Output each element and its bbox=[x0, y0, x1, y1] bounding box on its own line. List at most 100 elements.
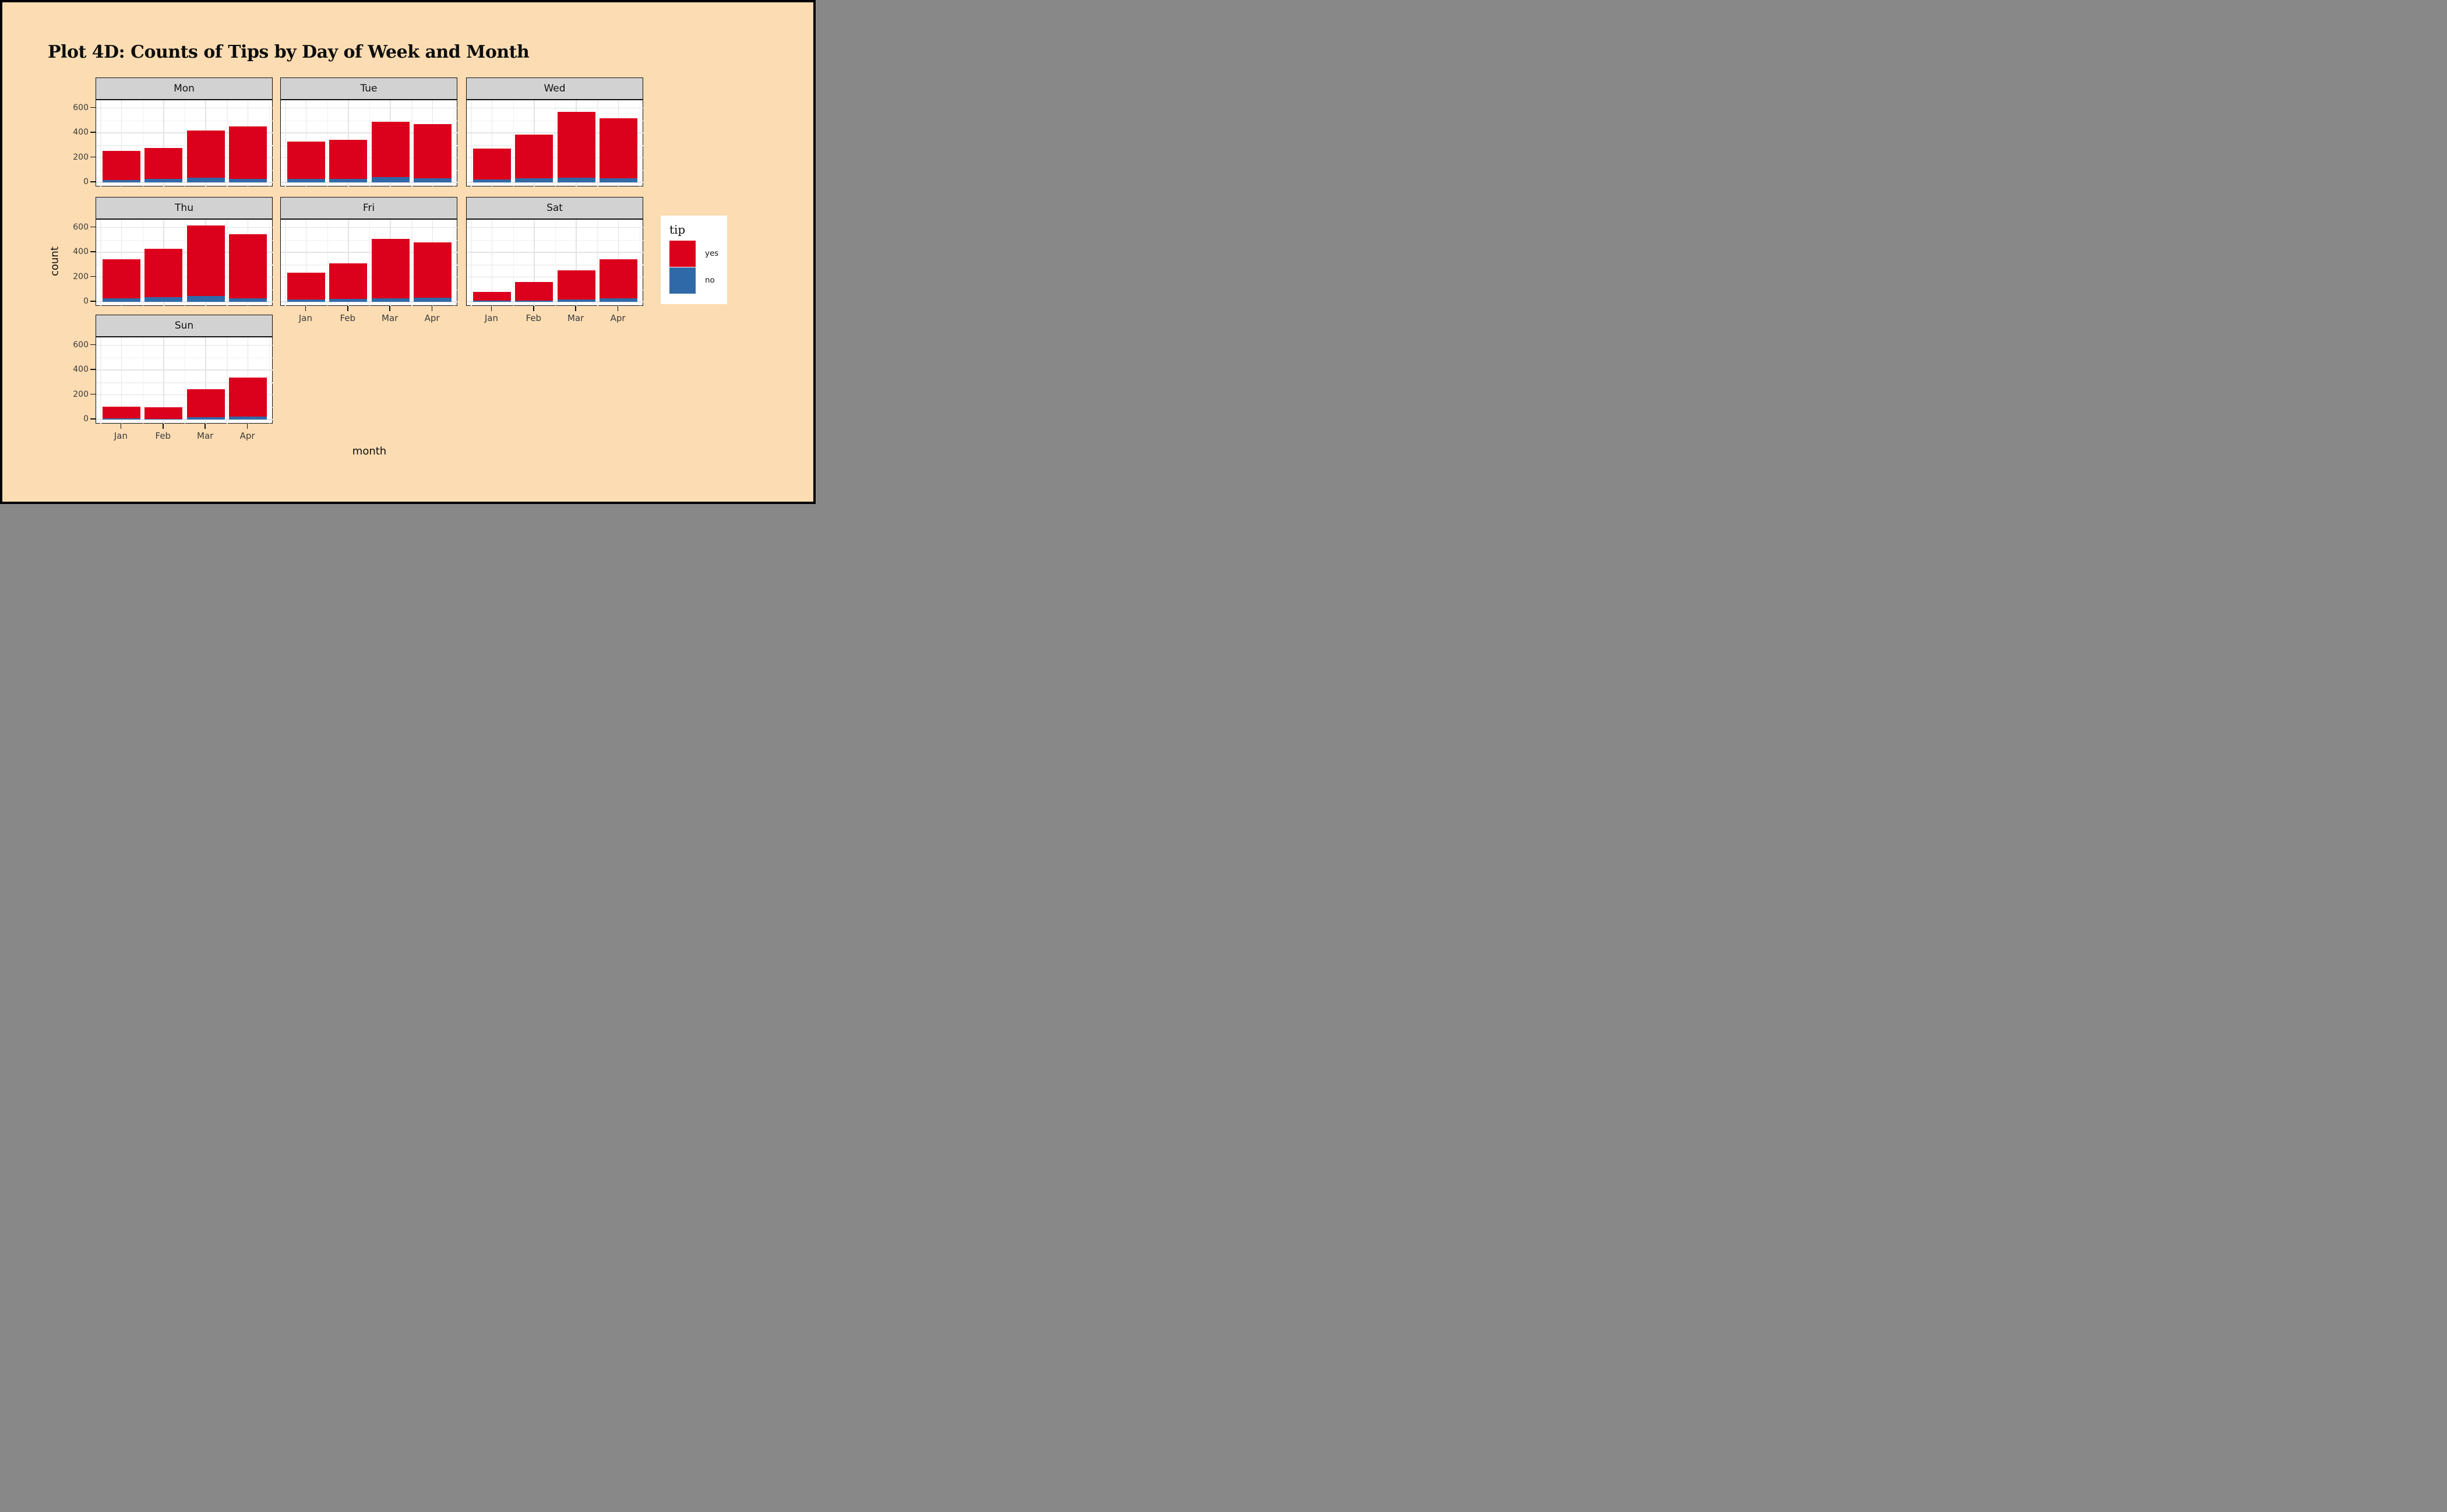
gridline-horizontal-major bbox=[281, 301, 458, 302]
gridline-vertical-major bbox=[205, 337, 207, 424]
bar-segment-no bbox=[186, 177, 225, 182]
x-axis-tick-label: Apr bbox=[610, 313, 626, 323]
y-axis-tick-label: 400 bbox=[73, 128, 89, 137]
y-axis-tick-label: 200 bbox=[73, 152, 89, 162]
y-axis-tick-label: 200 bbox=[73, 272, 89, 281]
bar-segment-no bbox=[186, 296, 225, 302]
y-axis-tick-label: 400 bbox=[73, 365, 89, 374]
facet-strip-sat: Sat bbox=[466, 197, 643, 219]
bar-segment-yes bbox=[102, 150, 140, 180]
gridline-vertical-minor bbox=[555, 220, 556, 306]
facet-panel-thu bbox=[96, 219, 273, 306]
y-axis-tick-label: 0 bbox=[83, 297, 89, 306]
x-axis-tick-mark bbox=[162, 424, 164, 429]
gridline-horizontal-major bbox=[281, 276, 458, 278]
bar-segment-no bbox=[229, 298, 267, 302]
gridline-horizontal-major bbox=[96, 157, 273, 158]
gridline-horizontal-major bbox=[467, 157, 644, 158]
facet-panel-wed bbox=[466, 100, 644, 187]
bar-wed-jan bbox=[473, 148, 511, 182]
gridline-horizontal-minor bbox=[96, 145, 273, 146]
x-axis-tick-label: Jan bbox=[298, 313, 312, 323]
gridline-horizontal-major bbox=[96, 344, 273, 346]
gridline-horizontal-major bbox=[281, 132, 458, 133]
facet-strip-fri: Fri bbox=[280, 197, 457, 219]
x-axis-tick-label: Mar bbox=[382, 313, 399, 323]
y-axis-tick-mark bbox=[90, 276, 96, 277]
gridline-horizontal-major bbox=[96, 394, 273, 396]
bar-segment-yes bbox=[515, 282, 553, 301]
y-axis-tick-label: 0 bbox=[83, 414, 89, 424]
gridline-vertical-major bbox=[163, 100, 164, 187]
bar-segment-yes bbox=[229, 234, 267, 299]
bar-sun-feb bbox=[144, 407, 183, 420]
gridline-vertical-major bbox=[347, 220, 349, 306]
y-axis-tick-mark bbox=[90, 369, 96, 370]
bar-segment-no bbox=[144, 418, 183, 420]
bar-segment-no bbox=[473, 300, 511, 302]
legend-swatch-no-icon bbox=[669, 267, 696, 294]
bar-segment-yes bbox=[186, 225, 225, 297]
gridline-horizontal-major bbox=[281, 107, 458, 109]
bar-segment-no bbox=[371, 177, 410, 182]
gridline-vertical-minor bbox=[100, 337, 101, 424]
facet-panel-mon bbox=[96, 100, 273, 187]
y-axis-tick-mark bbox=[90, 132, 96, 133]
bar-fri-apr bbox=[414, 242, 452, 302]
bar-thu-jan bbox=[102, 259, 140, 302]
bar-thu-mar bbox=[186, 225, 225, 302]
bar-wed-mar bbox=[557, 111, 595, 182]
gridline-horizontal-major bbox=[96, 227, 273, 228]
bar-sat-apr bbox=[600, 259, 638, 302]
gridline-horizontal-minor bbox=[96, 382, 273, 383]
y-axis-tick-label: 400 bbox=[73, 247, 89, 256]
x-axis-tick-label: Mar bbox=[197, 431, 214, 441]
bar-segment-yes bbox=[102, 406, 140, 419]
bar-wed-feb bbox=[515, 135, 553, 182]
gridline-horizontal-major bbox=[281, 182, 458, 183]
gridline-vertical-minor bbox=[327, 100, 328, 187]
chart-title: Plot 4D: Counts of Tips by Day of Week a… bbox=[48, 42, 530, 62]
x-axis-tick-label: Feb bbox=[155, 431, 171, 441]
bar-tue-feb bbox=[329, 139, 368, 182]
gridline-vertical-major bbox=[121, 337, 122, 424]
bar-segment-no bbox=[600, 298, 638, 302]
bar-segment-no bbox=[329, 298, 368, 302]
bar-segment-no bbox=[102, 179, 140, 182]
bar-segment-no bbox=[557, 299, 595, 302]
gridline-vertical-major bbox=[533, 220, 535, 306]
gridline-vertical-minor bbox=[411, 100, 412, 187]
gridline-horizontal-minor bbox=[467, 145, 644, 146]
gridline-vertical-minor bbox=[327, 220, 328, 306]
bar-segment-no bbox=[600, 178, 638, 182]
gridline-horizontal-major bbox=[467, 276, 644, 278]
y-axis-tick-mark bbox=[90, 393, 96, 395]
bar-segment-yes bbox=[600, 259, 638, 299]
bar-tue-apr bbox=[414, 124, 452, 182]
gridline-vertical-minor bbox=[411, 220, 412, 306]
gridline-vertical-major bbox=[121, 100, 122, 187]
gridline-horizontal-major bbox=[467, 252, 644, 253]
x-axis-tick-mark bbox=[491, 306, 492, 311]
facet-strip-mon: Mon bbox=[96, 77, 273, 100]
bar-segment-no bbox=[102, 418, 140, 420]
bar-segment-yes bbox=[186, 389, 225, 418]
bar-mon-mar bbox=[186, 130, 225, 182]
y-axis-tick-mark bbox=[90, 344, 96, 346]
bar-segment-yes bbox=[102, 259, 140, 298]
gridline-vertical-minor bbox=[269, 220, 270, 306]
gridline-horizontal-minor bbox=[96, 170, 273, 171]
bar-segment-yes bbox=[473, 148, 511, 179]
x-axis-tick-label: Apr bbox=[424, 313, 440, 323]
bar-segment-yes bbox=[229, 377, 267, 417]
bar-segment-yes bbox=[144, 407, 183, 419]
gridline-horizontal-major bbox=[281, 252, 458, 253]
bar-segment-no bbox=[144, 179, 183, 182]
x-axis-tick-mark bbox=[431, 306, 433, 311]
x-axis-tick-mark bbox=[617, 306, 619, 311]
bar-wed-apr bbox=[600, 118, 638, 182]
gridline-vertical-major bbox=[576, 220, 577, 306]
bar-fri-mar bbox=[371, 238, 410, 302]
x-axis-tick-mark bbox=[204, 424, 206, 429]
bar-segment-no bbox=[229, 416, 267, 420]
